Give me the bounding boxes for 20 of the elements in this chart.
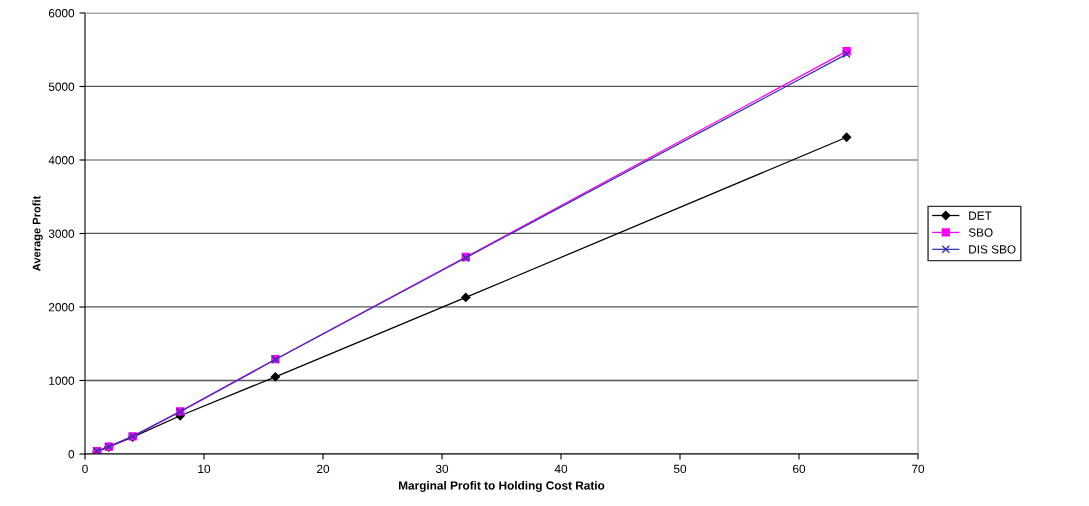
x-tick-label: 40 [554, 464, 568, 474]
x-tick-label: 20 [317, 464, 330, 474]
y-tick-label: 3000 [48, 229, 75, 238]
legend-label: SBO [968, 228, 993, 237]
y-tick-label: 5000 [48, 82, 75, 91]
legend-label: DIS SBO [969, 245, 1016, 254]
x-axis-title: Marginal Profit to Holding Cost Ratio [399, 480, 605, 493]
y-tick-label: 2000 [48, 303, 75, 312]
y-axis-title: Average Profit [32, 195, 43, 271]
x-tick-label: 0 [82, 464, 88, 474]
x-tick-label: 60 [793, 464, 806, 474]
x-tick-label: 10 [198, 464, 211, 474]
legend-label: DET [969, 211, 992, 220]
y-tick-label: 1000 [49, 376, 75, 385]
x-tick-label: 50 [673, 464, 687, 474]
x-tick-label: 30 [435, 464, 449, 474]
y-tick-label: 0 [68, 450, 75, 459]
x-tick-label: 70 [912, 464, 925, 474]
y-tick-label: 4000 [48, 156, 75, 165]
y-tick-label: 6000 [48, 9, 75, 18]
